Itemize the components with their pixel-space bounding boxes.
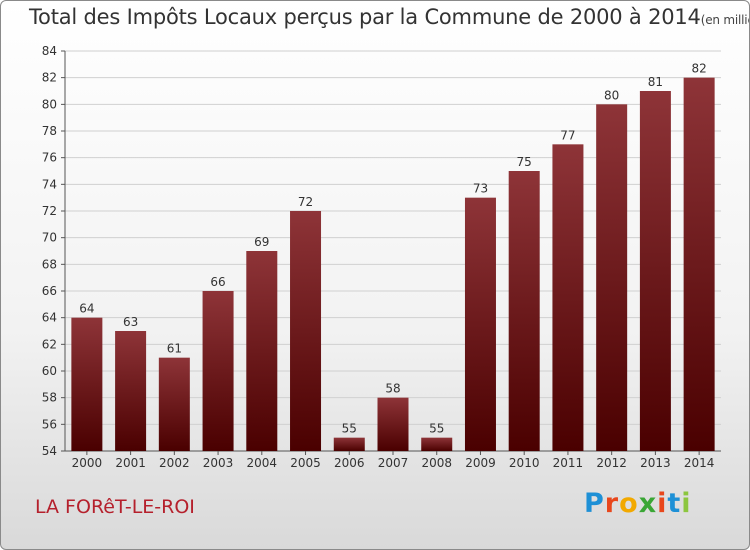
data-label: 69	[254, 235, 269, 249]
bar	[202, 291, 234, 451]
y-tick-label: 74	[42, 177, 57, 191]
data-label: 63	[123, 315, 138, 329]
data-label: 55	[342, 422, 357, 436]
data-label: 61	[167, 342, 182, 356]
bar	[552, 144, 584, 452]
x-tick-label: 2007	[378, 456, 409, 470]
data-label: 81	[648, 75, 663, 89]
y-tick-label: 58	[42, 391, 57, 405]
x-tick-label: 2003	[203, 456, 234, 470]
y-tick-label: 76	[42, 151, 57, 165]
y-tick-label: 80	[42, 97, 57, 111]
x-tick-label: 2001	[115, 456, 146, 470]
bar	[421, 437, 453, 451]
data-label: 75	[517, 155, 532, 169]
y-tick-label: 56	[42, 417, 57, 431]
x-tick-label: 2008	[421, 456, 452, 470]
x-tick-label: 2004	[247, 456, 278, 470]
y-tick-label: 54	[42, 444, 57, 458]
data-label: 58	[385, 382, 400, 396]
bar	[596, 104, 628, 451]
y-tick-label: 84	[42, 44, 57, 58]
x-tick-label: 2006	[334, 456, 365, 470]
y-tick-label: 72	[42, 204, 57, 218]
chart-unit: (en milliers d'€)	[700, 13, 749, 27]
bar	[464, 197, 496, 451]
x-tick-label: 2000	[72, 456, 103, 470]
bar	[508, 171, 540, 451]
y-tick-label: 62	[42, 337, 57, 351]
bar	[333, 437, 365, 451]
y-tick-label: 60	[42, 364, 57, 378]
data-label: 66	[210, 275, 225, 289]
y-tick-label: 70	[42, 231, 57, 245]
bar	[115, 331, 147, 451]
data-label: 77	[560, 128, 575, 142]
bar	[377, 397, 409, 451]
x-tick-label: 2011	[553, 456, 584, 470]
y-tick-label: 68	[42, 257, 57, 271]
bar	[639, 91, 671, 451]
x-tick-label: 2014	[684, 456, 715, 470]
x-tick-label: 2013	[640, 456, 671, 470]
logo-letter: r	[604, 488, 620, 519]
logo-letter: x	[638, 488, 658, 519]
data-label: 64	[79, 302, 94, 316]
x-tick-label: 2010	[509, 456, 540, 470]
data-label: 82	[691, 62, 706, 76]
bar	[71, 317, 103, 451]
y-tick-label: 66	[42, 284, 57, 298]
bar	[246, 251, 278, 451]
bar	[158, 357, 190, 451]
logo-letter: o	[619, 488, 639, 519]
bar	[290, 211, 322, 451]
logo-letter: i	[681, 488, 692, 519]
labels: 54 56 58 60 62 64 66 68 70 72 74 76 78 80 82 84 64 2000 63…	[42, 44, 715, 470]
y-tick-label: 82	[42, 71, 57, 85]
commune-name: LA FORêT-LE-ROI	[35, 496, 195, 518]
logo-letter: i	[657, 488, 668, 519]
bars	[71, 77, 715, 452]
chart-title-text: Total des Impôts Locaux perçus par la Co…	[29, 5, 701, 29]
data-label: 73	[473, 182, 488, 196]
data-label: 72	[298, 195, 313, 209]
x-tick-label: 2012	[596, 456, 627, 470]
bar	[683, 77, 715, 452]
chart-title: Total des Impôts Locaux perçus par la Co…	[29, 5, 749, 29]
y-tick-label: 64	[42, 311, 57, 325]
data-label: 55	[429, 422, 444, 436]
logo-letter: t	[667, 488, 682, 519]
data-label: 80	[604, 88, 619, 102]
y-tick-label: 78	[42, 124, 57, 138]
proxiti-logo: Proxiti	[584, 488, 692, 519]
x-tick-label: 2002	[159, 456, 190, 470]
x-tick-label: 2005	[290, 456, 321, 470]
logo-letter: P	[584, 488, 605, 519]
x-tick-label: 2009	[465, 456, 496, 470]
